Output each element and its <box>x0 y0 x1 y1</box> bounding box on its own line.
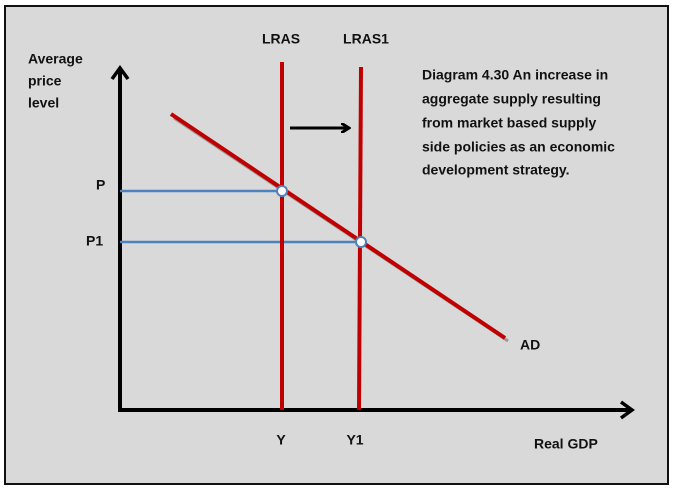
x-axis-label: Real GDP <box>534 436 598 452</box>
background <box>4 5 669 485</box>
caption-line: side policies as an economic <box>422 139 615 155</box>
curve-label: LRAS <box>262 31 300 47</box>
level-label: P1 <box>86 233 103 249</box>
curve-label: LRAS1 <box>343 31 389 47</box>
level-label: Y <box>276 432 286 448</box>
y-axis-label: Average <box>28 51 83 67</box>
y-axis-label: price <box>28 73 62 89</box>
level-label: Y1 <box>346 432 363 448</box>
ad-curve <box>169 112 507 340</box>
equilibrium-point <box>355 236 367 248</box>
equilibrium-point <box>276 185 288 197</box>
curve-label: AD <box>520 337 540 353</box>
caption-line: aggregate supply resulting <box>422 91 601 107</box>
y-axis-label: level <box>28 95 59 111</box>
caption-line: development strategy. <box>422 162 570 178</box>
level-label: P <box>96 177 105 193</box>
caption-line: Diagram 4.30 An increase in <box>422 67 608 83</box>
caption-line: from market based supply <box>422 115 596 131</box>
